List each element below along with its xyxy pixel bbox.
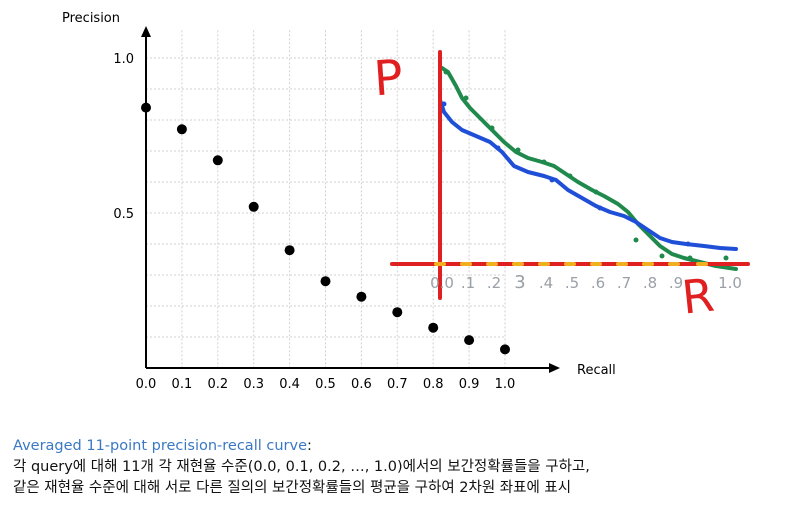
- precision-recall-chart: Precision Recall 1.00.5 0.0 0.1 0.2 0.3 0.4 0…: [62, 11, 750, 392]
- x-tick-label: 0.5: [315, 377, 336, 392]
- caption-title: Averaged 11-point precision-recall curve: [13, 438, 307, 454]
- y-tick-labels: 1.0 0.5: [113, 52, 134, 222]
- data-point: [320, 276, 331, 287]
- annotation-tick-label: 3: [514, 272, 525, 293]
- x-axis-label: Recall: [577, 363, 616, 378]
- caption-title-line: Averaged 11-point precision-recall curve…: [13, 436, 783, 457]
- lower-curve-dots: [441, 101, 691, 247]
- annotation-tick-label: .2: [487, 274, 501, 292]
- x-tick-label: 0.6: [351, 377, 372, 392]
- annotation-tick-label: .6: [591, 274, 605, 292]
- y-tick-label: 0.5: [113, 207, 134, 222]
- caption: Averaged 11-point precision-recall curve…: [13, 436, 783, 499]
- x-tick-labels: 0.0 0.1 0.2 0.3 0.4 0.5 0.6 0.7 0.8 0.9 1.0: [136, 377, 516, 392]
- x-tick-label: 0.9: [459, 377, 480, 392]
- annotation-tick-label: .5: [565, 274, 579, 292]
- lower-curve: [438, 98, 738, 251]
- annotation-tick-label: 0.0: [430, 274, 454, 292]
- annotation-tick-label: .9: [669, 274, 683, 292]
- upper-curve: [440, 66, 738, 271]
- y-axis-label: Precision: [62, 11, 120, 26]
- data-point: [248, 201, 259, 212]
- upper-curve-dots: [443, 69, 729, 261]
- caption-title-suffix: :: [307, 438, 312, 454]
- annotation-tick-label: .8: [643, 274, 657, 292]
- data-points: [141, 102, 510, 355]
- x-tick-label: 0.4: [279, 377, 300, 392]
- x-tick-label: 0.3: [243, 377, 264, 392]
- caption-line-2: 같은 재현율 수준에 대해 서로 다른 질의의 보간정확률들의 평균을 구하여 …: [13, 480, 572, 496]
- data-point: [500, 344, 510, 355]
- chart-axes: [141, 26, 560, 373]
- data-point: [428, 322, 439, 333]
- annotation-tick-label: .1: [461, 274, 475, 292]
- data-point: [284, 245, 295, 256]
- x-tick-label: 0.8: [423, 377, 444, 392]
- data-point: [464, 335, 475, 346]
- x-tick-label: 0.2: [207, 377, 228, 392]
- handwritten-annotation: 0.0 .1 .2 3 .4 .5 .6 .7 .8 .9 1.0 P R: [372, 50, 750, 325]
- x-tick-label: 0.0: [136, 377, 157, 392]
- x-tick-label: 0.7: [387, 377, 408, 392]
- data-point: [392, 307, 403, 318]
- data-point: [356, 291, 367, 302]
- data-point: [141, 102, 151, 113]
- x-tick-label: 1.0: [495, 377, 516, 392]
- r-label: R: [679, 268, 716, 325]
- grid-lines: [145, 30, 506, 368]
- data-point: [212, 155, 223, 166]
- annotation-tick-label: .4: [539, 274, 553, 292]
- caption-line-1: 각 query에 대해 11개 각 재현율 수준(0.0, 0.1, 0.2, …: [13, 459, 590, 475]
- annotation-tick-label: .7: [617, 274, 631, 292]
- y-tick-label: 1.0: [113, 52, 134, 67]
- annotation-tick-label: 1.0: [718, 274, 742, 292]
- data-point: [176, 124, 187, 135]
- annotation-tick-labels: 0.0 .1 .2 3 .4 .5 .6 .7 .8 .9 1.0: [430, 272, 742, 293]
- x-tick-label: 0.1: [172, 377, 193, 392]
- p-label: P: [372, 50, 405, 108]
